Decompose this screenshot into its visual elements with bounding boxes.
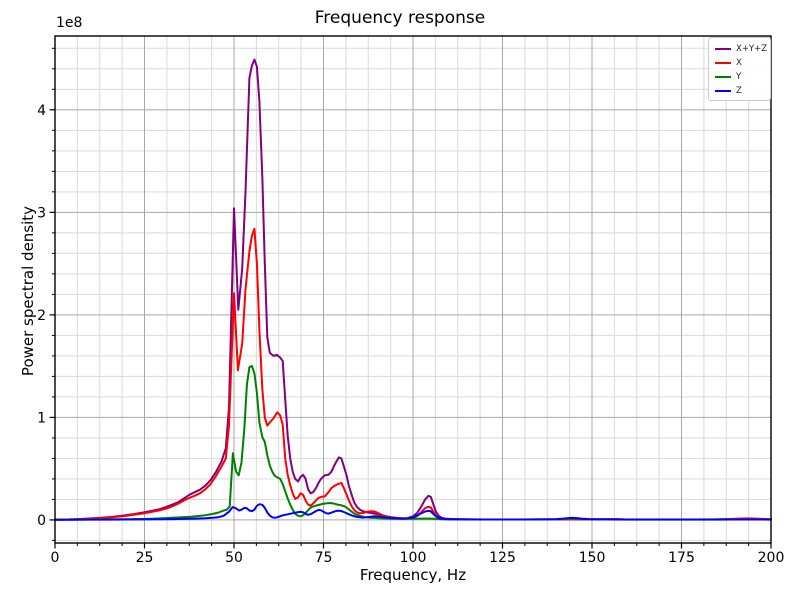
x-tick-label: 0 — [51, 550, 60, 566]
x-tick-label: 125 — [489, 550, 516, 566]
y-tick-label: 3 — [37, 205, 46, 221]
x-tick-label: 175 — [668, 550, 695, 566]
legend: X+Y+Z X Y Z — [708, 37, 771, 101]
x-tick-label: 75 — [315, 550, 333, 566]
x-axis-label: Frequency, Hz — [359, 566, 467, 584]
y-tick-label: 2 — [37, 308, 46, 324]
x-tick-label: 200 — [758, 550, 785, 566]
legend-item-xyz: X+Y+Z — [715, 43, 768, 54]
x-tick-label: 50 — [225, 550, 243, 566]
legend-item-y: Y — [715, 71, 766, 82]
y-tick-label: 1 — [37, 410, 46, 426]
x-tick-label: 100 — [400, 550, 427, 566]
y-tick-label: 0 — [37, 513, 46, 529]
y-axis-offset-text: 1e8 — [56, 15, 83, 31]
legend-item-z: Z — [715, 85, 766, 96]
legend-label: X+Y+Z — [736, 43, 768, 54]
legend-item-x: X — [715, 57, 766, 68]
legend-label: Y — [736, 71, 742, 82]
legend-label: Z — [736, 85, 742, 96]
legend-line-sample-x — [715, 61, 731, 64]
legend-line-sample-y — [715, 75, 731, 78]
x-tick-label: 150 — [579, 550, 606, 566]
y-tick-label: 4 — [37, 103, 46, 119]
series-line-z — [54, 503, 772, 521]
y-axis-label: Power spectral density — [19, 205, 37, 377]
legend-line-sample-xyz — [715, 47, 731, 50]
chart-title: Frequency response — [314, 8, 486, 28]
legend-label: X — [736, 57, 742, 68]
legend-line-sample-z — [715, 89, 731, 92]
x-tick-label: 25 — [136, 550, 154, 566]
